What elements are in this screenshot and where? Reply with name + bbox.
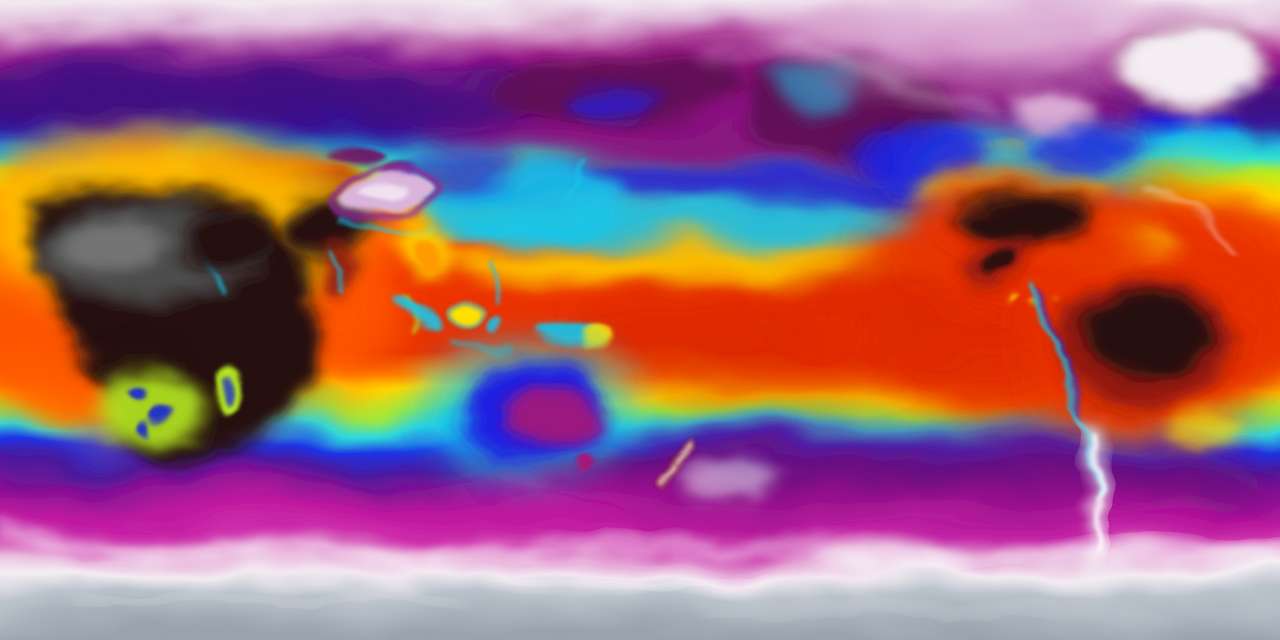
global-climate-map	[0, 0, 1280, 640]
map-canvas	[0, 0, 1280, 640]
noise-texture	[0, 0, 1280, 640]
